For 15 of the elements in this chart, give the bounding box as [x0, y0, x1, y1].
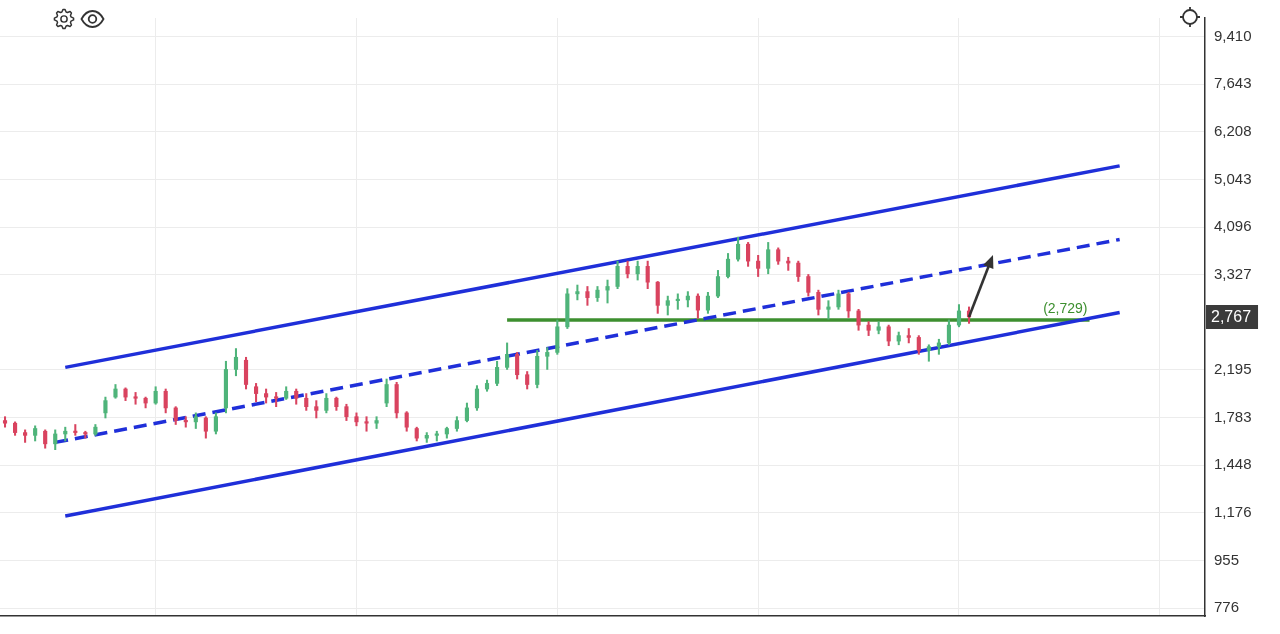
y-tick-label: 5,043	[1214, 169, 1252, 187]
y-tick-label: 1,448	[1214, 455, 1252, 473]
y-tick-label: 2,195	[1214, 360, 1252, 378]
y-tick-label: 955	[1214, 550, 1240, 568]
y-tick-label: 4,096	[1214, 217, 1252, 235]
y-tick-label: 776	[1214, 598, 1240, 616]
y-tick-label: 7,643	[1214, 74, 1252, 92]
y-tick-label: 3,327	[1214, 264, 1252, 282]
candlestick	[133, 392, 138, 405]
y-tick-label: 9,410	[1214, 26, 1252, 44]
text: 2,767	[1211, 308, 1252, 326]
y-tick-label: 1,176	[1214, 503, 1252, 521]
y-tick-label: 1,783	[1214, 407, 1252, 425]
annotation: (2,729)	[1043, 299, 1088, 316]
y-tick-label: 6,208	[1214, 121, 1252, 139]
